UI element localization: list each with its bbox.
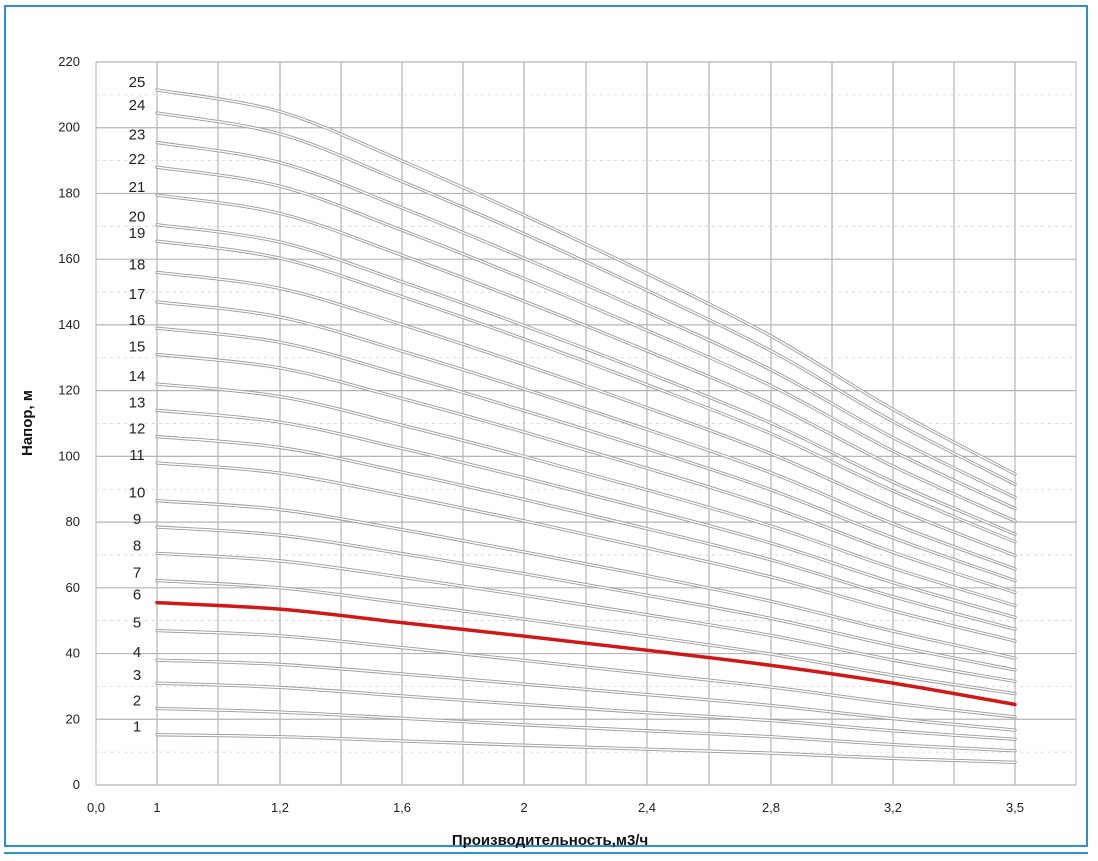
y-tick-label: 100 <box>58 448 80 463</box>
curve-label-9: 9 <box>133 511 141 528</box>
curve-1 <box>156 734 1016 764</box>
curve-2 <box>156 707 1016 752</box>
x-tick-label: 3,5 <box>1006 800 1024 815</box>
curve-14 <box>156 383 1016 607</box>
x-tick-label: 2 <box>520 800 527 815</box>
curve-15 <box>156 353 1016 594</box>
curve-22 <box>156 166 1016 510</box>
curve-8 <box>156 552 1016 683</box>
curve-label-2: 2 <box>133 692 141 709</box>
curve-label-15: 15 <box>129 338 146 355</box>
curve-label-13: 13 <box>129 394 146 411</box>
curve-label-19: 19 <box>129 225 146 242</box>
curve-label-7: 7 <box>133 565 141 582</box>
y-tick-label: 120 <box>58 383 80 398</box>
curve-label-16: 16 <box>129 312 146 329</box>
x-tick-label: 1,6 <box>393 800 411 815</box>
curve-17 <box>156 301 1016 570</box>
y-tick-label: 220 <box>58 54 80 69</box>
curve-5 <box>156 629 1016 718</box>
curve-label-10: 10 <box>129 485 146 502</box>
y-tick-label: 0 <box>73 777 80 792</box>
curve-label-1: 1 <box>133 719 141 736</box>
curve-label-6: 6 <box>133 587 141 604</box>
curve-20 <box>156 223 1016 535</box>
y-tick-label: 20 <box>66 711 80 726</box>
y-tick-label: 80 <box>66 514 80 529</box>
curve-12 <box>156 435 1016 630</box>
curve-19 <box>156 240 1016 543</box>
curve-label-23: 23 <box>129 127 146 144</box>
curve-label-8: 8 <box>133 537 141 554</box>
grid <box>95 61 1077 786</box>
curve-label-11: 11 <box>129 447 145 464</box>
curve-23 <box>156 141 1016 499</box>
curve-label-24: 24 <box>129 97 146 114</box>
y-tick-label: 160 <box>58 251 80 266</box>
curve-label-12: 12 <box>129 421 146 438</box>
curve-label-5: 5 <box>133 615 141 632</box>
curve-labels: 1234567891011121314151617181920212223242… <box>129 74 146 736</box>
curve-21 <box>156 194 1016 522</box>
curve-16 <box>156 327 1016 582</box>
y-tick-label: 180 <box>58 185 80 200</box>
chart-frame <box>4 5 1088 847</box>
curve-label-4: 4 <box>133 644 141 661</box>
x-tick-label: 1 <box>153 800 160 815</box>
x-tick-label: 2,8 <box>762 800 780 815</box>
curve-label-22: 22 <box>129 151 146 168</box>
y-tick-label: 40 <box>66 646 80 661</box>
curve-3 <box>156 682 1016 741</box>
curve-24 <box>156 112 1016 485</box>
curve-6 <box>155 600 1017 707</box>
x-tick-label: 3,2 <box>884 800 902 815</box>
y-tick-labels: 0 20 40 60 80 100 120 140 160 180 200 220 <box>58 54 80 792</box>
curve-label-18: 18 <box>129 256 146 273</box>
x-tick-labels: 0,0 1 1,2 1,6 2 2,4 2,8 3,2 3,5 <box>87 800 1024 815</box>
bottom-divider <box>4 852 1088 854</box>
curve-label-14: 14 <box>129 368 146 385</box>
curve-label-21: 21 <box>129 179 146 196</box>
curve-18 <box>156 271 1016 557</box>
curve-10 <box>156 500 1016 659</box>
curve-label-3: 3 <box>133 667 141 684</box>
y-tick-label: 200 <box>58 120 80 135</box>
curve-13 <box>156 409 1016 619</box>
curves <box>155 88 1017 764</box>
curve-label-17: 17 <box>129 286 146 303</box>
y-axis-title: Напор, м <box>19 390 36 456</box>
curve-7 <box>156 579 1016 695</box>
curve-11 <box>156 462 1016 642</box>
y-tick-label: 60 <box>66 580 80 595</box>
x-tick-label: 2,4 <box>638 800 656 815</box>
x-tick-label: 1,2 <box>271 800 289 815</box>
curve-25 <box>156 89 1016 475</box>
y-tick-label: 140 <box>58 317 80 332</box>
x-tick-label: 0,0 <box>87 800 105 815</box>
curve-label-25: 25 <box>129 74 146 91</box>
x-axis-title: Производительность,м3/ч <box>452 832 648 849</box>
curve-label-20: 20 <box>129 209 146 226</box>
curve-9 <box>156 526 1016 671</box>
curve-4 <box>156 659 1016 731</box>
